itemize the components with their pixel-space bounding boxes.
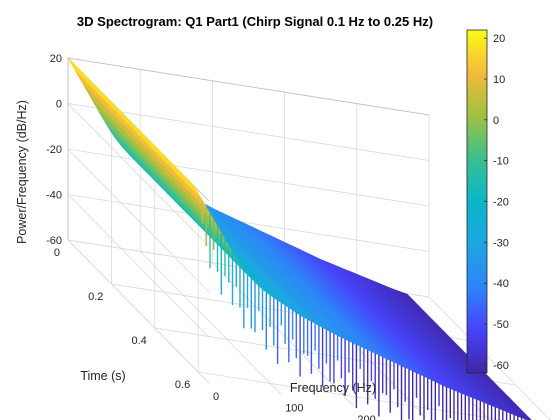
grid-line — [67, 103, 430, 161]
colorbar-tick-label: 0 — [493, 115, 499, 127]
y-tick-label: 0.2 — [88, 291, 103, 303]
colorbar-tick-label: -40 — [493, 278, 509, 290]
chart-title: 3D Spectrogram: Q1 Part1 (Chirp Signal 0… — [77, 14, 433, 29]
y-axis-label: Time (s) — [80, 369, 125, 383]
z-tick-label: -40 — [46, 190, 62, 202]
z-tick-label: 20 — [50, 53, 62, 65]
x-tick-label: 100 — [285, 402, 303, 414]
grid-line — [428, 296, 551, 420]
grid-line — [67, 239, 210, 384]
z-tick-label: 0 — [56, 99, 62, 111]
grid-line — [67, 148, 430, 207]
colorbar-tick-label: -20 — [493, 197, 509, 209]
surface-patch — [512, 406, 532, 420]
x-tick-label: 0 — [213, 391, 219, 403]
surface — [67, 57, 532, 420]
grid-line — [67, 103, 210, 247]
z-axis-label: Power/Frequency (dB/Hz) — [15, 100, 29, 244]
y-tick-label: 0.4 — [132, 335, 147, 347]
colorbar-tick-label: -60 — [493, 360, 509, 372]
x-tick-label: 200 — [357, 414, 375, 420]
grid-line — [139, 251, 282, 395]
colorbar-tick-label: -10 — [493, 156, 509, 168]
colorbar-tick-label: 20 — [493, 33, 505, 45]
grid-line — [67, 194, 210, 338]
surface-patch — [67, 57, 89, 85]
z-tick-label: -20 — [46, 144, 62, 156]
y-tick-label: 0 — [54, 247, 60, 259]
z-tick-label: -60 — [46, 235, 62, 247]
colorbar-tick-label: -50 — [493, 319, 509, 331]
x-axis-label: Frequency (Hz) — [290, 381, 376, 395]
grid-line — [212, 262, 354, 407]
colorbar-tick-label: -30 — [493, 237, 509, 249]
colorbar: 20 10 0 -10 -20 -30 -40 -50 -60 — [466, 29, 509, 374]
colorbar-tick-label: 10 — [493, 74, 505, 86]
y-tick-label: 0.6 — [175, 379, 190, 391]
grid-line — [67, 194, 430, 252]
colorbar-ticks: 20 10 0 -10 -20 -30 -40 -50 -60 — [484, 33, 509, 372]
grid-line — [67, 148, 210, 293]
